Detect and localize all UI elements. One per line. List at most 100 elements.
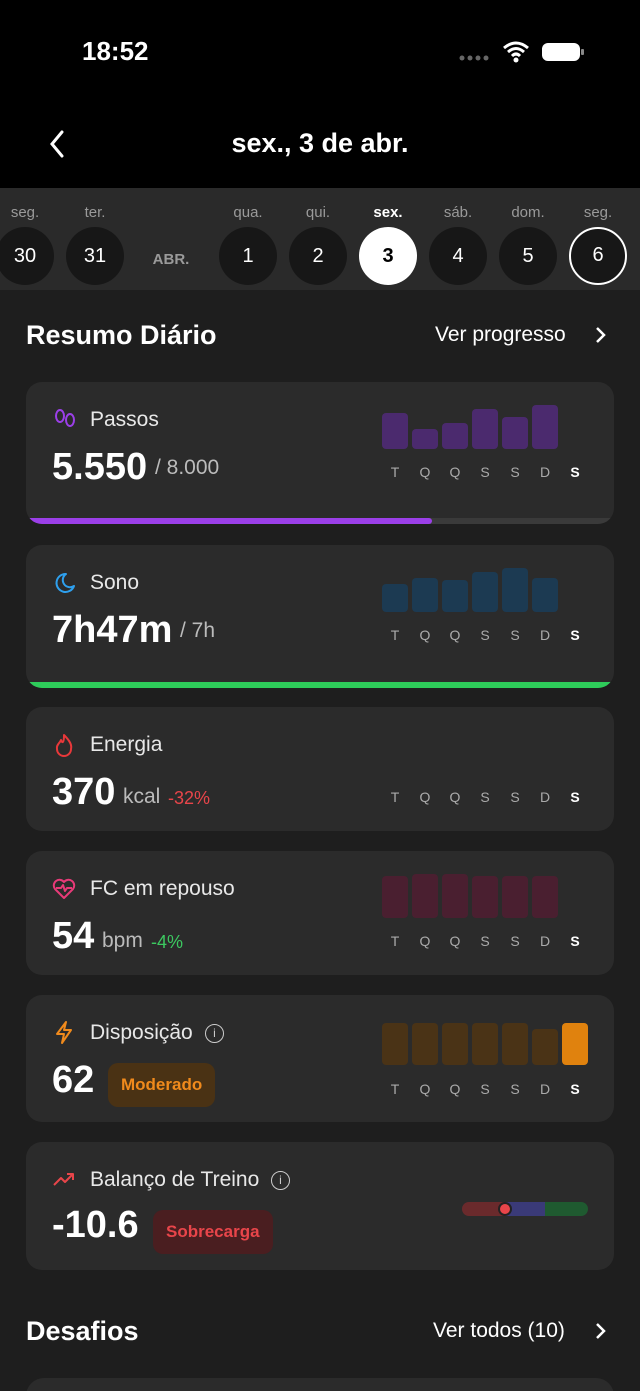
progress-fill: [26, 518, 432, 524]
day-circle[interactable]: 30: [0, 227, 54, 285]
day-circle[interactable]: 4: [429, 227, 487, 285]
mini-bar: [382, 1023, 408, 1065]
week-label: D: [539, 1081, 551, 1097]
mini-bar: [472, 409, 498, 449]
week-label: Q: [449, 1081, 461, 1097]
week-label: Q: [449, 627, 461, 643]
week-label: Q: [449, 464, 461, 480]
challenges-title: Desafios: [26, 1316, 139, 1346]
card-title: Energia: [90, 733, 163, 756]
status-time: 18:52: [82, 36, 149, 66]
mini-bar: [472, 1023, 498, 1065]
challenge-card[interactable]: [26, 1378, 614, 1391]
mini-bar: [532, 876, 558, 918]
week-label: Q: [449, 933, 461, 949]
mini-bar: [382, 584, 408, 612]
week-label: Q: [419, 789, 431, 805]
top-bar: [0, 0, 640, 188]
card-title: Disposição: [90, 1021, 193, 1044]
week-label: S: [570, 464, 580, 480]
week-label: Q: [419, 627, 431, 643]
week-label: S: [480, 464, 490, 480]
mini-bar: [412, 1023, 438, 1065]
card-icon: [55, 734, 73, 757]
metric-card[interactable]: Sono 7h47m / 7h T Q Q S S D S: [26, 545, 614, 688]
mini-bar: [382, 413, 408, 449]
challenges-link[interactable]: Ver todos (10): [433, 1319, 565, 1342]
day-circle[interactable]: 31: [66, 227, 124, 285]
progress-fill: [26, 682, 614, 688]
week-label: S: [480, 627, 490, 643]
week-label: S: [510, 789, 520, 805]
card-unit: kcal: [123, 785, 161, 808]
card-title: Passos: [90, 408, 159, 431]
mini-bar: [472, 572, 498, 612]
card-value: 5.550: [52, 446, 148, 488]
mini-bar: [472, 876, 498, 918]
card-icon: [56, 1021, 72, 1044]
card-icon: [55, 409, 75, 427]
week-label: S: [510, 464, 520, 480]
day-circle[interactable]: 6: [569, 227, 627, 285]
mini-bar: [532, 1029, 558, 1065]
week-label: T: [390, 789, 400, 805]
status-icons: [459, 41, 584, 63]
weekday-label: seg.: [583, 204, 613, 221]
back-button[interactable]: [44, 128, 72, 160]
week-label: S: [570, 933, 580, 949]
card-title: Balanço de Treino: [90, 1168, 260, 1191]
metric-card[interactable]: Balanço de Treino i -10.6 Sobrecarga: [26, 1142, 614, 1270]
week-label: T: [390, 627, 400, 643]
card-value: 7h47m: [52, 609, 173, 651]
metric-card[interactable]: Energia 370 kcal -32% T Q Q S S D S: [26, 707, 614, 831]
card-icon: [53, 1173, 74, 1186]
week-label: Q: [419, 1081, 431, 1097]
card-delta: -4%: [151, 932, 184, 952]
mini-bar: [412, 578, 438, 612]
metric-card[interactable]: FC em repouso 54 bpm -4% T Q Q S S D S: [26, 851, 614, 975]
mini-bar: [532, 405, 558, 449]
week-label: Q: [419, 464, 431, 480]
metric-card[interactable]: Passos 5.550 / 8.000 T Q Q S S D S: [26, 382, 614, 524]
week-label: D: [539, 627, 551, 643]
balance-marker: [497, 1202, 512, 1216]
day-circle[interactable]: 2: [289, 227, 347, 285]
weekday-label: sex.: [373, 204, 403, 221]
weekday-label: sáb.: [443, 204, 473, 221]
summary-title: Resumo Diário: [26, 320, 217, 350]
card-icon: [52, 878, 76, 899]
month-label: ABR.: [152, 251, 190, 268]
card-delta: -32%: [168, 788, 211, 808]
weekday-label: seg.: [10, 204, 40, 221]
card-title: FC em repouso: [90, 877, 235, 900]
status-badge: Moderado: [108, 1063, 216, 1107]
weekday-label: qui.: [305, 204, 331, 221]
mini-bar: [442, 423, 468, 449]
card-unit: / 7h: [180, 619, 216, 642]
week-label: S: [570, 627, 580, 643]
mini-bar: [412, 429, 438, 449]
week-label: S: [570, 789, 580, 805]
balance-red: [462, 1202, 505, 1216]
week-label: S: [510, 1081, 520, 1097]
week-label: S: [480, 789, 490, 805]
day-circle[interactable]: 3: [359, 227, 417, 285]
card-title: Sono: [90, 571, 140, 594]
weekday-label: qua.: [233, 204, 263, 221]
card-value: 62: [52, 1059, 95, 1101]
week-label: D: [539, 464, 551, 480]
header-title: sex., 3 de abr.: [231, 128, 409, 158]
chevron: [596, 327, 606, 343]
week-label: S: [480, 933, 490, 949]
summary-link[interactable]: Ver progresso: [435, 323, 566, 346]
chevron: [596, 1323, 606, 1339]
day-circle[interactable]: 1: [219, 227, 277, 285]
week-label: S: [570, 1081, 580, 1097]
mini-bar: [382, 876, 408, 918]
week-label: D: [539, 789, 551, 805]
info-icon: i: [271, 1171, 290, 1190]
day-circle[interactable]: 5: [499, 227, 557, 285]
balance-mid: [504, 1202, 546, 1216]
metric-card[interactable]: Disposição i 62 Moderado T Q Q S S D S: [26, 995, 614, 1122]
